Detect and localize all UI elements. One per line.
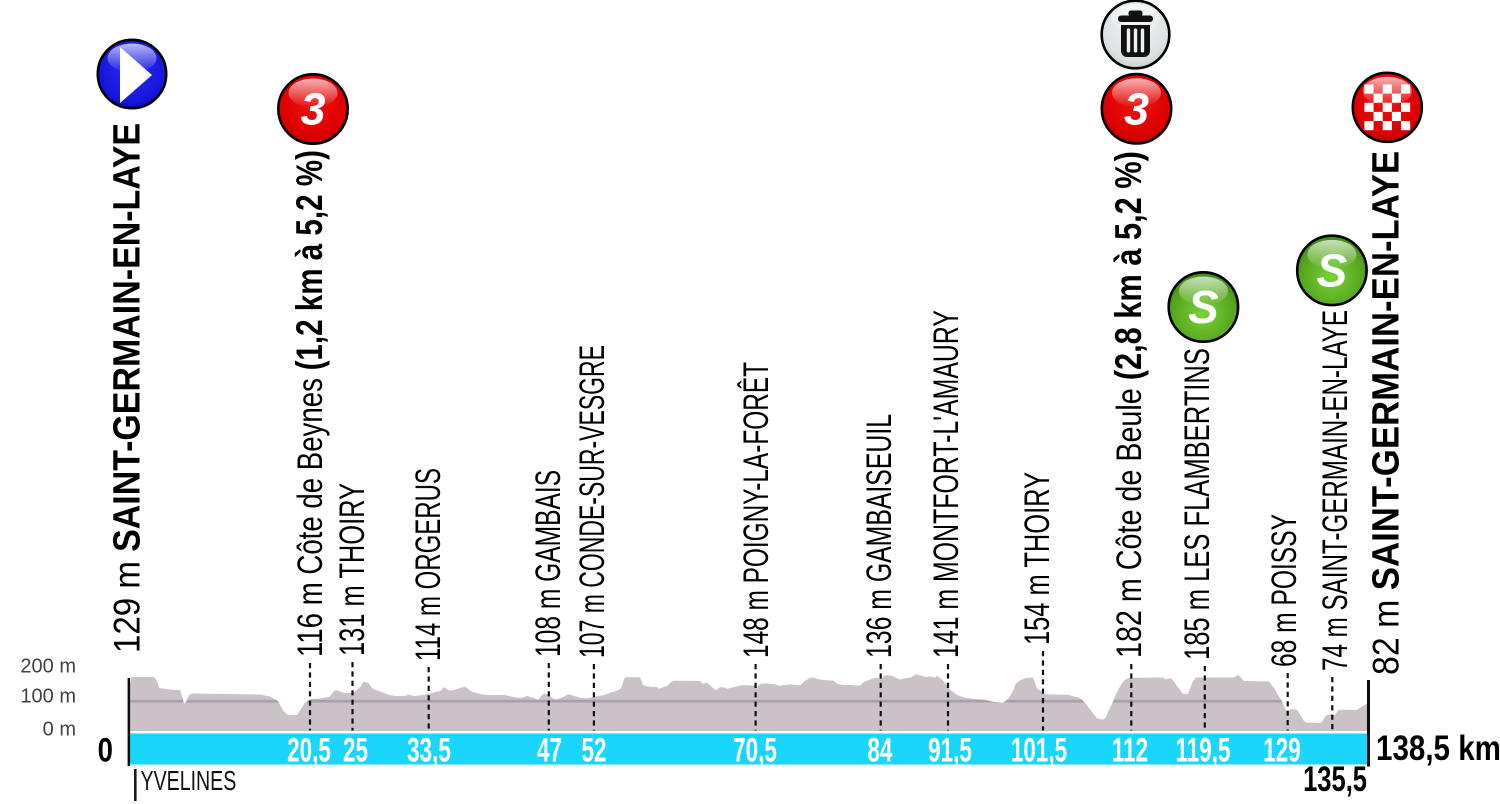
svg-text:100 m: 100 m: [20, 686, 76, 708]
svg-text:148 m POIGNY-LA-FORÊT: 148 m POIGNY-LA-FORÊT: [738, 362, 776, 658]
svg-text:91,5: 91,5: [928, 732, 972, 770]
svg-text:82 m SAINT-GERMAIN-EN-LAYE: 82 m SAINT-GERMAIN-EN-LAYE: [1364, 151, 1407, 675]
svg-text:47: 47: [537, 732, 562, 770]
svg-text:33,5: 33,5: [407, 732, 451, 770]
svg-text:112: 112: [1112, 732, 1148, 770]
svg-text:116 m Côte de Beynes (1,2 km: 116 m Côte de Beynes (1,2 km à 5,2 %): [289, 150, 331, 657]
svg-text:129 m SAINT-GERMAIN-EN-LAYE: 129 m SAINT-GERMAIN-EN-LAYE: [105, 123, 148, 653]
svg-text:25: 25: [343, 732, 368, 770]
svg-text:129: 129: [1263, 732, 1300, 770]
svg-text:141 m MONTFORT-L'AMAURY: 141 m MONTFORT-L'AMAURY: [928, 310, 966, 658]
svg-text:0 m: 0 m: [43, 719, 76, 741]
svg-text:138,5 km: 138,5 km: [1376, 729, 1500, 768]
svg-text:84: 84: [868, 732, 893, 770]
svg-text:154 m THOIRY: 154 m THOIRY: [1018, 472, 1057, 645]
svg-text:52: 52: [582, 732, 607, 770]
svg-text:185 m LES FLAMBERTINS: 185 m LES FLAMBERTINS: [1178, 348, 1217, 660]
svg-text:136 m GAMBAISEUIL: 136 m GAMBAISEUIL: [861, 414, 899, 658]
svg-text:114 m ORGERUS: 114 m ORGERUS: [410, 468, 448, 661]
svg-text:70,5: 70,5: [733, 732, 777, 770]
svg-text:20,5: 20,5: [287, 732, 331, 770]
svg-text:131 m THOIRY: 131 m THOIRY: [333, 483, 372, 656]
svg-text:107 m CONDE-SUR-VESGRE: 107 m CONDE-SUR-VESGRE: [573, 345, 612, 658]
svg-text:YVELINES: YVELINES: [141, 766, 237, 797]
svg-text:3: 3: [300, 84, 325, 135]
svg-text:0: 0: [98, 731, 113, 769]
svg-text:135,5: 135,5: [1303, 760, 1367, 799]
svg-text:101,5: 101,5: [1011, 732, 1067, 770]
svg-text:68 m POISSY: 68 m POISSY: [1266, 514, 1304, 667]
svg-text:3: 3: [1124, 83, 1149, 134]
svg-text:182 m Côte de Beule (2,8 km: 182 m Côte de Beule (2,8 km à 5,2 %): [1108, 151, 1150, 658]
svg-text:200 m: 200 m: [20, 656, 76, 678]
svg-text:S: S: [1188, 281, 1219, 333]
svg-text:74 m SAINT-GERMAIN-EN-LAYE: 74 m SAINT-GERMAIN-EN-LAYE: [1317, 310, 1355, 671]
svg-text:S: S: [1317, 244, 1348, 296]
svg-text:108 m GAMBAIS: 108 m GAMBAIS: [530, 470, 568, 657]
svg-text:119,5: 119,5: [1176, 732, 1231, 770]
